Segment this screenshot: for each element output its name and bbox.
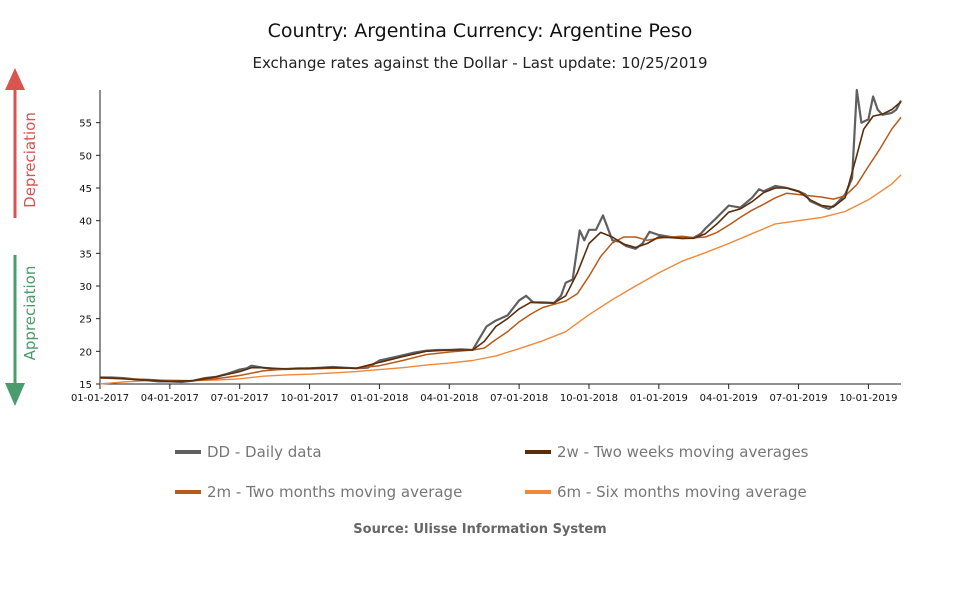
legend-item-2w[interactable]: 2w - Two weeks moving averages — [525, 443, 809, 461]
appreciation-label: Appreciation — [21, 266, 39, 361]
legend-label-6m: 6m - Six months moving average — [557, 483, 807, 501]
y-tick-label: 40 — [79, 217, 92, 228]
appreciation-arrow: Appreciation — [5, 255, 39, 406]
x-tick-label: 10-01-2018 — [560, 393, 618, 404]
legend-swatch-dd — [175, 450, 201, 454]
chart-subtitle: Exchange rates against the Dollar - Last… — [252, 54, 708, 72]
x-tick-label: 07-01-2018 — [490, 393, 548, 404]
series-line-m2 — [99, 116, 902, 382]
x-tick-label: 10-01-2017 — [281, 393, 339, 404]
legend-swatch-2m — [175, 490, 201, 494]
x-tick-label: 01-01-2017 — [71, 393, 129, 404]
chart-title: Country: Argentina Currency: Argentine P… — [267, 20, 693, 42]
y-tick-label: 50 — [79, 151, 92, 162]
legend-item-dd[interactable]: DD - Daily data — [175, 443, 322, 461]
legend-label-dd: DD - Daily data — [207, 443, 322, 461]
depreciation-arrow: Depreciation — [5, 68, 39, 218]
legend-item-6m[interactable]: 6m - Six months moving average — [525, 483, 807, 501]
y-ticks: 15 20 25 30 35 40 45 50 55 — [79, 119, 100, 391]
legend-swatch-6m — [525, 490, 551, 494]
x-tick-label: 01-01-2019 — [630, 393, 688, 404]
series-line-w2 — [99, 101, 902, 383]
x-ticks: 01-01-2017 04-01-2017 07-01-2017 10-01-2017… — [71, 384, 897, 404]
series-line-m6 — [99, 174, 902, 385]
legend-swatch-2w — [525, 450, 551, 454]
series-line-dd — [100, 88, 902, 384]
x-tick-label: 07-01-2017 — [211, 393, 269, 404]
y-tick-label: 15 — [79, 380, 92, 391]
y-tick-label: 30 — [79, 282, 92, 293]
series-lines — [99, 88, 902, 385]
y-tick-label: 55 — [79, 119, 92, 130]
x-tick-label: 04-01-2017 — [141, 393, 199, 404]
x-tick-label: 07-01-2019 — [769, 393, 827, 404]
x-tick-label: 01-01-2018 — [350, 393, 408, 404]
legend-label-2m: 2m - Two months moving average — [207, 483, 463, 501]
x-tick-label: 04-01-2019 — [700, 393, 758, 404]
y-tick-label: 25 — [79, 315, 92, 326]
source-note: Source: Ulisse Information System — [353, 522, 607, 537]
y-tick-label: 45 — [79, 184, 92, 195]
x-tick-label: 10-01-2019 — [839, 393, 897, 404]
y-tick-label: 35 — [79, 249, 92, 260]
y-tick-label: 20 — [79, 347, 92, 358]
x-tick-label: 04-01-2018 — [420, 393, 478, 404]
depreciation-label: Depreciation — [21, 112, 39, 208]
legend-item-2m[interactable]: 2m - Two months moving average — [175, 483, 462, 501]
legend-label-2w: 2w - Two weeks moving averages — [557, 443, 809, 461]
